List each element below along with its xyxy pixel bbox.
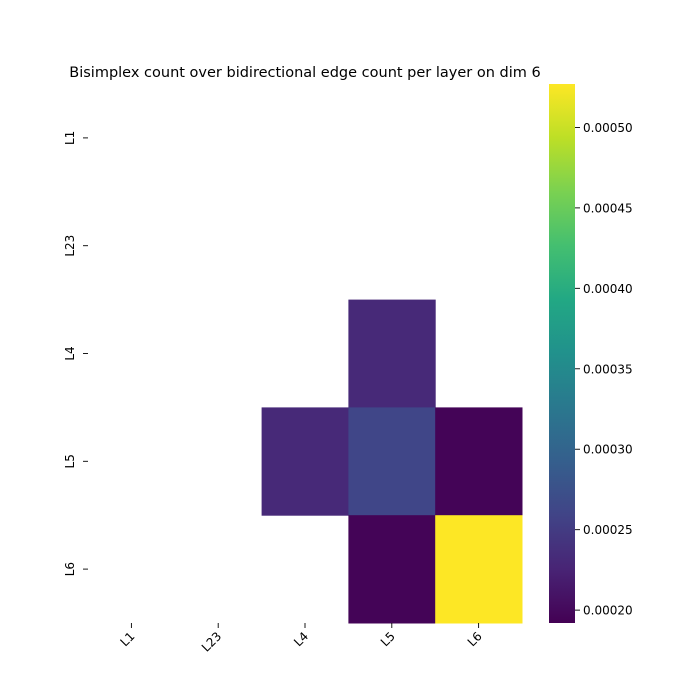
heatmap-cell-L5-L6 [435, 407, 523, 516]
colorbar-tick-label: 0.00040 [583, 282, 633, 296]
colorbar-tick-label: 0.00020 [583, 604, 633, 618]
x-tick-label-L6: L6 [465, 629, 485, 649]
heatmap-cell-L5-L5 [348, 407, 436, 516]
x-axis: L1 L23 L4 L5 L6 [117, 623, 485, 655]
colorbar: 0.00020 0.00025 0.00030 0.00035 0.00040 0.000… [549, 84, 633, 623]
y-axis: L1 L23 L4 L5 L6 [63, 131, 88, 576]
y-tick-label-L23: L23 [63, 235, 77, 257]
colorbar-ticks: 0.00020 0.00025 0.00030 0.00035 0.00040 0.000… [575, 121, 633, 618]
heatmap-cells [261, 299, 523, 624]
heatmap-cell-L6-L5 [348, 515, 436, 624]
heatmap-cell-L5-L4 [261, 407, 349, 516]
y-tick-label-L4: L4 [63, 346, 77, 360]
colorbar-tick-label: 0.00025 [583, 523, 633, 537]
x-tick-label-L1: L1 [117, 629, 137, 649]
y-tick-label-L5: L5 [63, 454, 77, 468]
heatmap-cell-L4-L5 [348, 299, 436, 408]
colorbar-tick-label: 0.00035 [583, 362, 633, 376]
x-tick-label-L4: L4 [291, 629, 311, 649]
colorbar-gradient [549, 84, 575, 623]
colorbar-tick-label: 0.00045 [583, 201, 633, 215]
y-tick-label-L6: L6 [63, 562, 77, 576]
y-tick-label-L1: L1 [63, 131, 77, 145]
colorbar-tick-label: 0.00030 [583, 443, 633, 457]
chart-title: Bisimplex count over bidirectional edge … [69, 65, 540, 81]
heatmap-cell-L6-L6 [435, 515, 523, 624]
x-tick-label-L5: L5 [378, 629, 398, 649]
colorbar-tick-label: 0.00050 [583, 121, 633, 135]
x-tick-label-L23: L23 [199, 629, 224, 654]
